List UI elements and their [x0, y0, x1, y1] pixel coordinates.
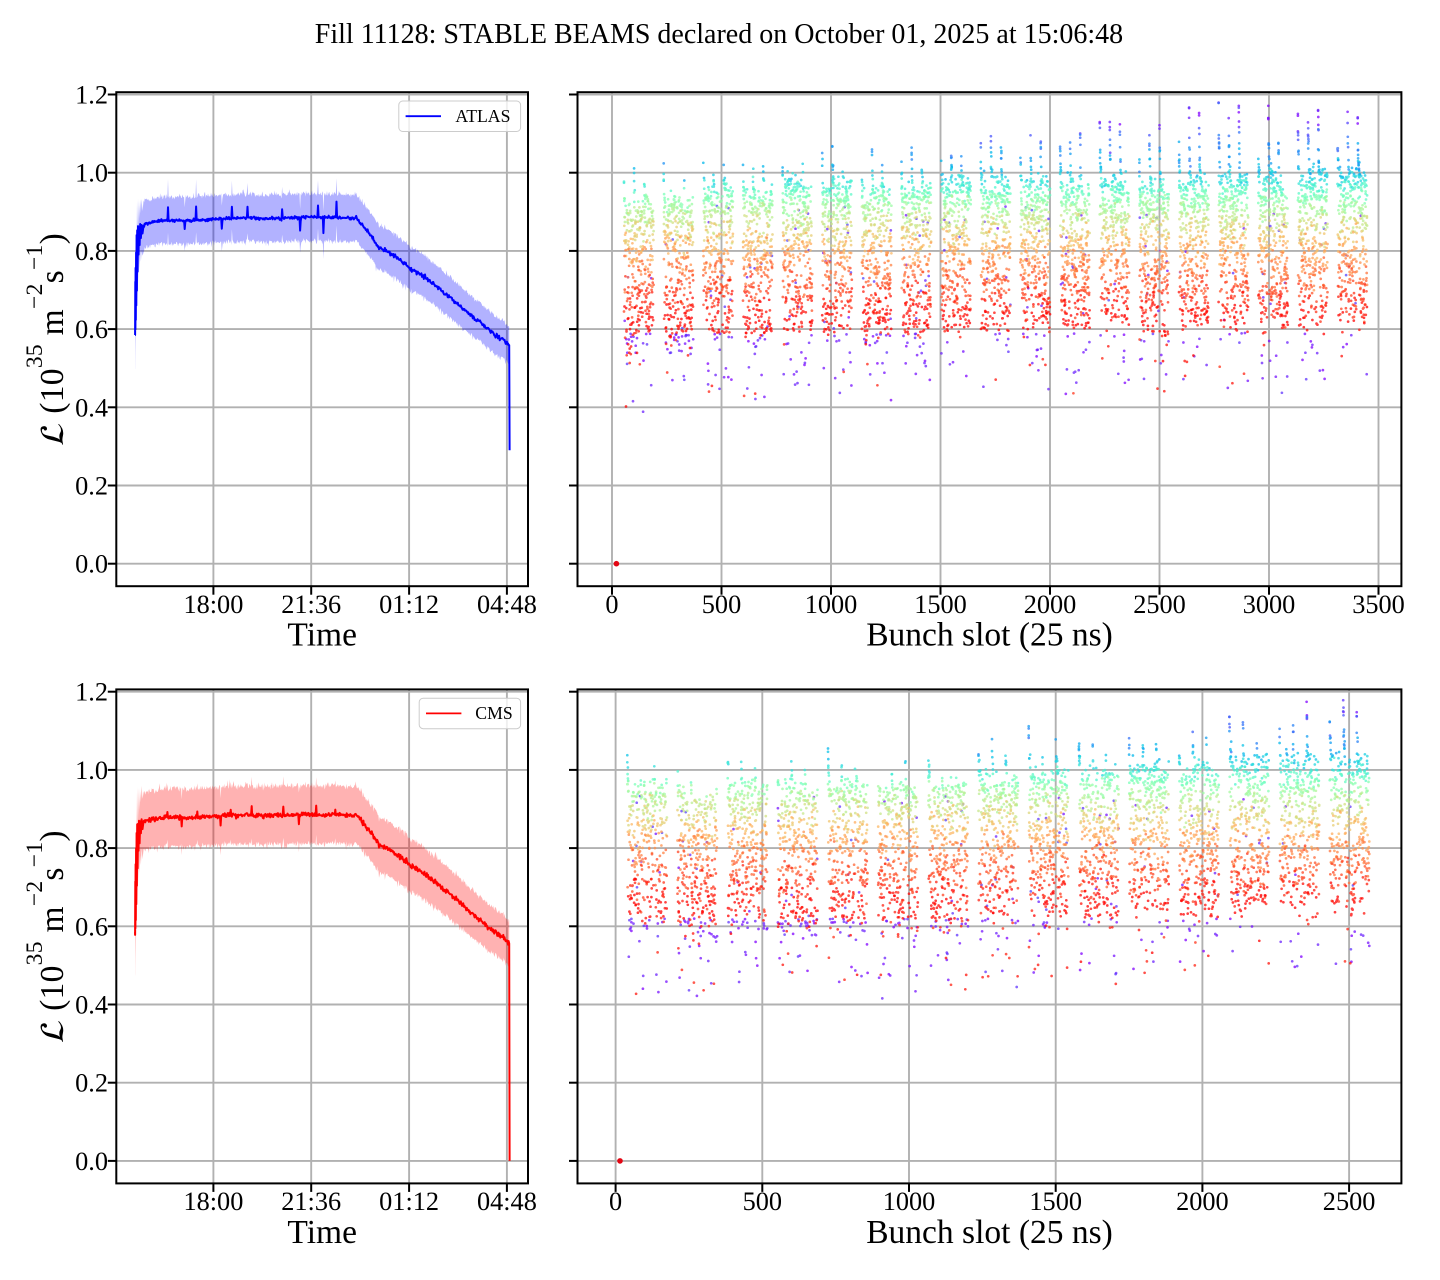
svg-text:1.0: 1.0: [75, 159, 108, 188]
svg-text:Time: Time: [287, 617, 357, 654]
svg-text:1000: 1000: [883, 1187, 936, 1216]
svg-text:0.4: 0.4: [75, 393, 108, 422]
svg-text:1500: 1500: [1029, 1187, 1082, 1216]
svg-text:Bunch slot (25 ns): Bunch slot (25 ns): [866, 617, 1113, 654]
svg-text:0.2: 0.2: [75, 472, 108, 501]
svg-text:0.0: 0.0: [75, 1147, 108, 1176]
svg-text:Bunch slot (25 ns): Bunch slot (25 ns): [866, 1214, 1113, 1251]
svg-text:0: 0: [609, 1187, 622, 1216]
svg-text:1.0: 1.0: [75, 756, 108, 785]
svg-text:2000: 2000: [1176, 1187, 1229, 1216]
svg-text:18:00: 18:00: [183, 590, 243, 619]
svg-text:0.2: 0.2: [75, 1069, 108, 1098]
svg-text:04:48: 04:48: [477, 1187, 537, 1216]
svg-text:0.8: 0.8: [75, 237, 108, 266]
svg-text:0.6: 0.6: [75, 912, 108, 941]
svg-text:18:00: 18:00: [183, 1187, 243, 1216]
svg-text:21:36: 21:36: [281, 590, 341, 619]
svg-text:1500: 1500: [914, 590, 967, 619]
svg-text:01:12: 01:12: [379, 590, 439, 619]
svg-text:500: 500: [743, 1187, 782, 1216]
svg-text:ATLAS: ATLAS: [455, 106, 510, 126]
svg-text:1000: 1000: [805, 590, 858, 619]
svg-text:0: 0: [605, 590, 618, 619]
svg-text:CMS: CMS: [475, 703, 512, 723]
svg-text:1.2: 1.2: [75, 81, 108, 110]
svg-text:04:48: 04:48: [477, 590, 537, 619]
svg-text:3000: 3000: [1243, 590, 1296, 619]
svg-text:500: 500: [702, 590, 741, 619]
svg-text:2500: 2500: [1133, 590, 1186, 619]
svg-text:21:36: 21:36: [281, 1187, 341, 1216]
svg-text:2500: 2500: [1323, 1187, 1376, 1216]
svg-text:0.0: 0.0: [75, 550, 108, 579]
svg-text:0.6: 0.6: [75, 315, 108, 344]
svg-text:Time: Time: [287, 1214, 357, 1251]
svg-text:Fill 11128: STABLE BEAMS decla: Fill 11128: STABLE BEAMS declared on Oct…: [315, 19, 1123, 50]
svg-text:0.8: 0.8: [75, 834, 108, 863]
svg-text:0.4: 0.4: [75, 991, 108, 1020]
svg-text:3500: 3500: [1352, 590, 1405, 619]
svg-text:01:12: 01:12: [379, 1187, 439, 1216]
svg-text:2000: 2000: [1024, 590, 1077, 619]
svg-text:1.2: 1.2: [75, 678, 108, 707]
